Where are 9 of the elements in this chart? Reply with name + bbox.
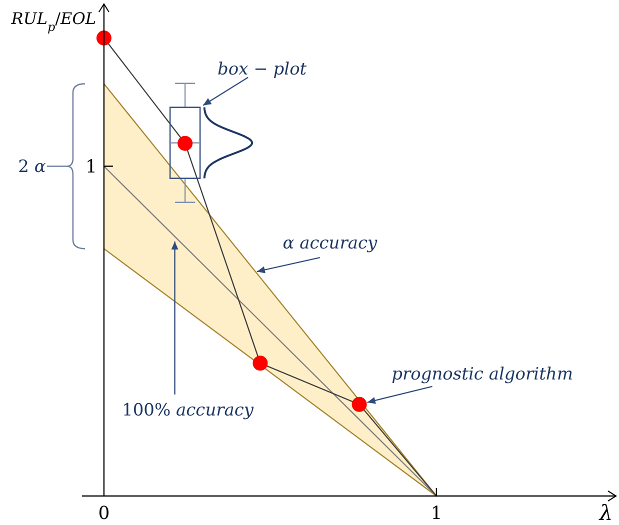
y-axis-title: RUL$_{p}$/EOL bbox=[10, 9, 96, 34]
annotation: 1 bbox=[85, 156, 97, 178]
text: 2 α bbox=[18, 157, 46, 178]
annotation: prognostic algorithm bbox=[392, 364, 574, 384]
annotation: box − plot bbox=[218, 59, 307, 80]
x-axis-title: λ bbox=[598, 501, 613, 525]
annotation: α accuracy bbox=[282, 234, 378, 254]
x-tick-label: 0 bbox=[98, 503, 110, 524]
annotation: 100% accuracy bbox=[122, 400, 254, 420]
